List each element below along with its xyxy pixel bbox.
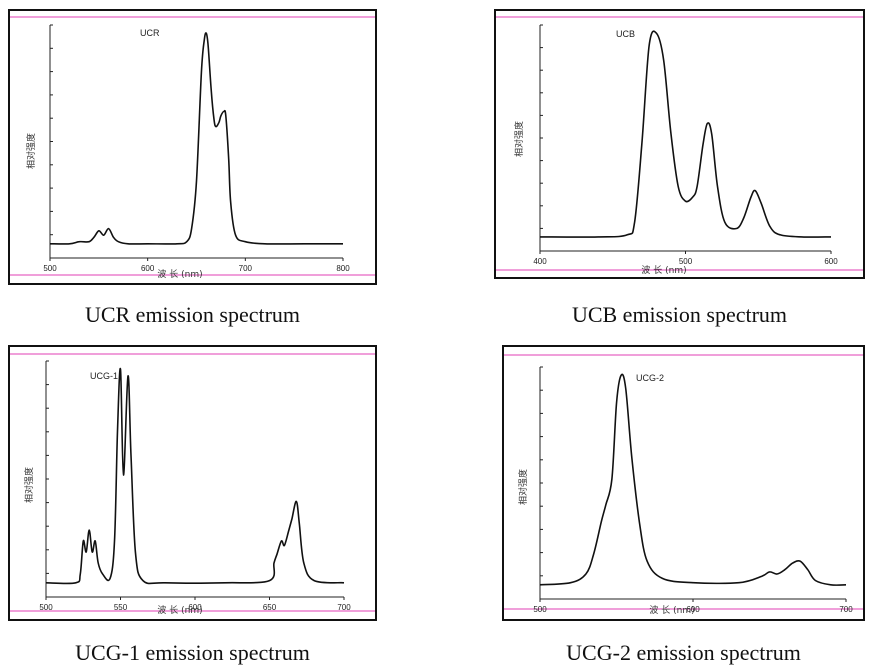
y-axis-label: 相对强度 <box>513 121 525 157</box>
x-axis-label: 波 长 (nm) <box>649 604 694 616</box>
y-axis-label: 相对强度 <box>25 133 37 169</box>
ucr-chart-panel: 500 600 700 800 UCR 相对强度波 长 (nm) <box>8 9 377 285</box>
ucg1-caption: UCG-1 emission spectrum <box>75 640 310 665</box>
x-tick-label: 550 <box>114 603 128 612</box>
ucr-caption: UCR emission spectrum <box>84 302 301 327</box>
series-label: UCG-2 <box>636 373 664 383</box>
x-tick-label: 700 <box>337 603 351 612</box>
series-label: UCG-1 <box>90 371 118 381</box>
emission-curve <box>539 30 832 238</box>
emission-curve <box>45 367 345 585</box>
ucg2-chart-panel: 500 600 700 UCG-2 相对强度波 长 (nm) <box>502 345 865 621</box>
x-axis-label: 波 长 (nm) <box>641 264 686 276</box>
emission-curve <box>539 373 847 586</box>
x-tick-label: 500 <box>679 257 693 266</box>
ucg2-caption: UCG-2 emission spectrum <box>566 640 801 665</box>
x-tick-label: 500 <box>43 264 57 273</box>
x-tick-label: 500 <box>533 605 547 614</box>
series-label: UCR <box>140 28 160 38</box>
y-axis-label: 相对强度 <box>23 467 35 503</box>
x-tick-label: 650 <box>263 603 277 612</box>
x-tick-label: 600 <box>141 264 155 273</box>
x-tick-label: 700 <box>239 264 253 273</box>
ucb-caption: UCB emission spectrum <box>571 302 788 327</box>
y-axis-label: 相对强度 <box>517 469 529 505</box>
x-tick-label: 700 <box>839 605 853 614</box>
ucg1-chart-panel: 500 550 600 650 700 UCG-1 相对强度波 长 (nm) <box>8 345 377 621</box>
x-tick-label: 600 <box>686 605 700 614</box>
x-tick-label: 600 <box>824 257 838 266</box>
emission-curve <box>49 32 343 245</box>
x-tick-label: 800 <box>336 264 350 273</box>
series-label: UCB <box>616 29 635 39</box>
x-tick-label: 500 <box>39 603 53 612</box>
x-tick-label: 400 <box>533 257 547 266</box>
x-tick-label: 600 <box>188 603 202 612</box>
ucb-chart-panel: 400 500 600 UCB 相对强度波 长 (nm) <box>494 9 865 279</box>
x-axis-label: 波 长 (nm) <box>157 268 202 280</box>
x-axis-label: 波 长 (nm) <box>157 604 202 616</box>
